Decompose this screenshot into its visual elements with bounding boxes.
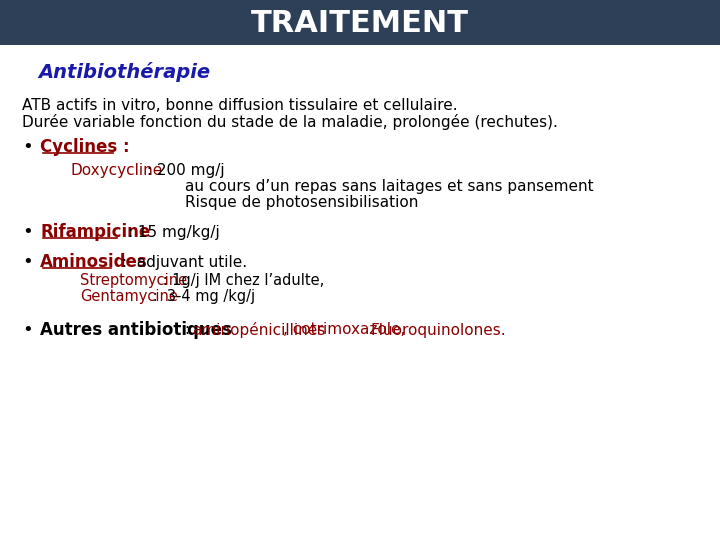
Text: : 200 mg/j: : 200 mg/j — [142, 164, 225, 179]
Text: •: • — [22, 138, 32, 156]
Text: : 15 mg/kg/j: : 15 mg/kg/j — [123, 225, 220, 240]
Text: Fluoroquinolones.: Fluoroquinolones. — [371, 322, 507, 338]
Text: Risque de photosensibilisation: Risque de photosensibilisation — [185, 195, 418, 211]
Text: •: • — [22, 321, 32, 339]
Text: •: • — [22, 253, 32, 271]
Text: Streptomycine: Streptomycine — [80, 273, 187, 287]
Text: Gentamycine: Gentamycine — [80, 288, 178, 303]
Text: aminopénicillines: aminopénicillines — [192, 322, 325, 338]
Text: Durée variable fonction du stade de la maladie, prolongée (rechutes).: Durée variable fonction du stade de la m… — [22, 114, 558, 130]
FancyBboxPatch shape — [0, 0, 720, 45]
Text: : 1g/j IM chez l’adulte,: : 1g/j IM chez l’adulte, — [158, 273, 324, 287]
Text: :  adjuvant utile.: : adjuvant utile. — [117, 254, 247, 269]
Text: :  3-4 mg /kg/j: : 3-4 mg /kg/j — [148, 288, 255, 303]
Text: Aminosides: Aminosides — [40, 253, 148, 271]
Text: Doxycycline: Doxycycline — [70, 164, 162, 179]
Text: :: : — [180, 322, 195, 338]
Text: ATB actifs in vitro, bonne diffusion tissulaire et cellulaire.: ATB actifs in vitro, bonne diffusion tis… — [22, 98, 458, 112]
Text: TRAITEMENT: TRAITEMENT — [251, 9, 469, 37]
Text: , cotrimoxazole,: , cotrimoxazole, — [283, 322, 410, 338]
Text: Autres antibiotiques: Autres antibiotiques — [40, 321, 232, 339]
Text: Rifampicine: Rifampicine — [40, 223, 150, 241]
Text: •: • — [22, 223, 32, 241]
Text: Antibiothérapie: Antibiothérapie — [38, 62, 210, 82]
Text: au cours d’un repas sans laitages et sans pansement: au cours d’un repas sans laitages et san… — [185, 179, 593, 194]
Text: Cyclines :: Cyclines : — [40, 138, 130, 156]
